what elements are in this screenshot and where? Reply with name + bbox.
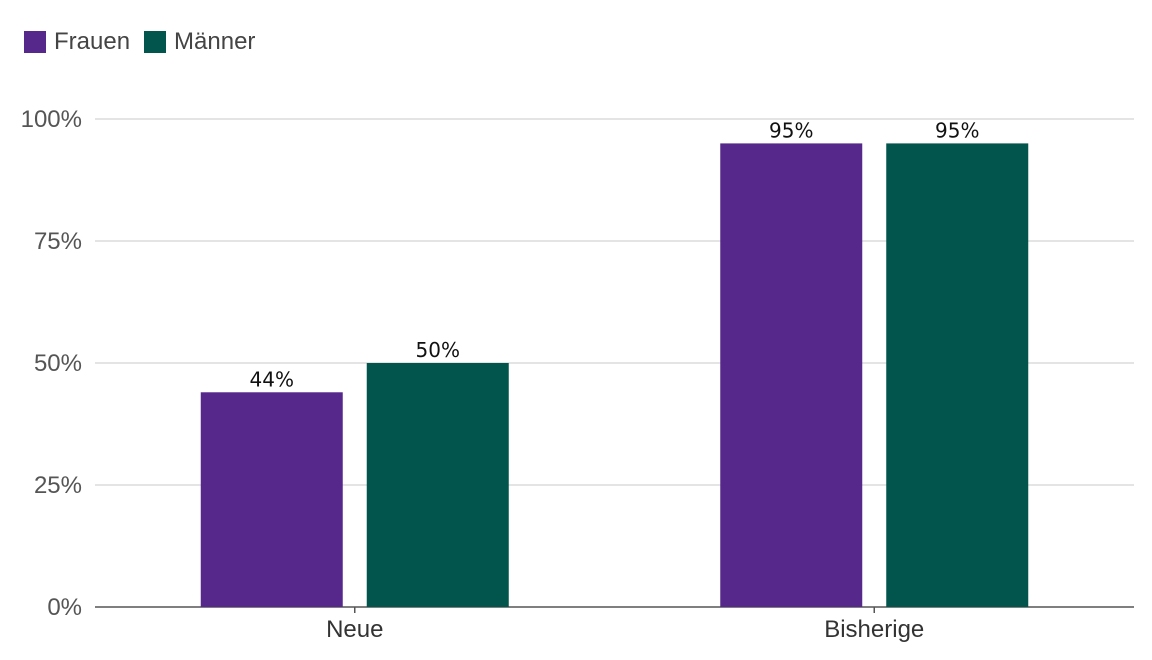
y-tick-label: 25% (34, 472, 82, 499)
bar (720, 143, 863, 607)
legend-swatch-frauen (24, 31, 46, 53)
legend-label-frauen: Frauen (54, 28, 131, 55)
y-tick-label: 0% (47, 594, 82, 621)
y-tick-label: 100% (21, 106, 82, 133)
legend-swatch-maenner (144, 31, 167, 53)
bar (886, 143, 1029, 607)
data-label: 44% (250, 367, 294, 391)
legend-label-maenner: Männer (174, 28, 256, 55)
bar (366, 363, 509, 607)
y-tick-label: 75% (34, 228, 82, 255)
data-label: 50% (416, 338, 460, 362)
y-tick-label: 50% (34, 350, 82, 377)
x-category-label: Neue (326, 616, 383, 643)
x-category-label: Bisherige (824, 616, 924, 643)
chart-legend: Frauen Männer (24, 28, 269, 56)
data-label: 95% (935, 118, 979, 142)
bar (200, 392, 343, 607)
data-label: 95% (769, 118, 813, 142)
legend-item-maenner: Männer (144, 28, 255, 56)
legend-item-frauen: Frauen (24, 28, 130, 56)
